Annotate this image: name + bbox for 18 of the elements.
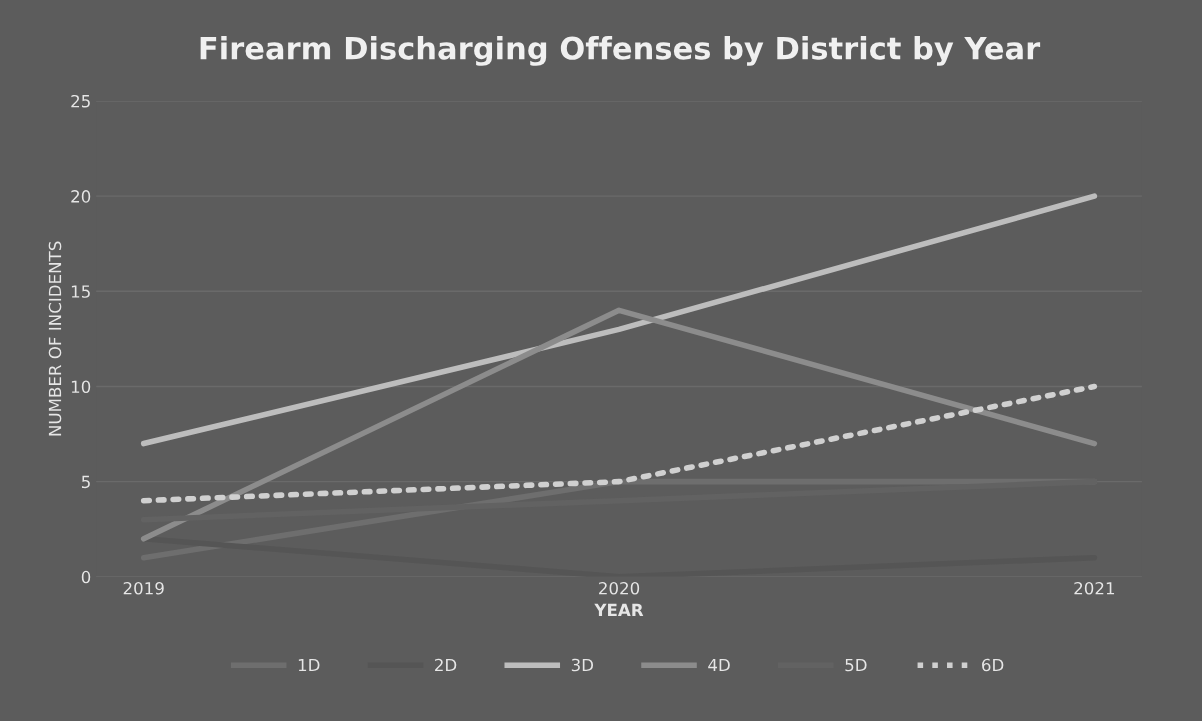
y-tick-label: 15 [71,285,90,298]
x-tick-label: 2020 [599,581,640,595]
x-axis-title: YEAR [594,603,644,617]
legend-label: 4D [708,658,730,672]
y-tick-label: 5 [81,475,90,489]
y-tick-label: 20 [71,190,91,203]
chart-title: Firearm Discharging Offenses by District by Year [200,36,1041,66]
y-tick-label: 10 [71,380,91,394]
legend-label: 1D [298,658,320,672]
y-axis-title: NUMBER OF INCIDENTS [48,241,62,436]
x-tick-label: 2019 [123,581,164,595]
legend-label: 3D [571,658,594,672]
y-tick-label: 0 [81,570,91,584]
legend-label: 2D [435,658,457,672]
x-tick-label: 2021 [1074,581,1115,595]
legend-label: 5D [845,658,867,672]
legend-label: 6D [982,658,1004,672]
y-tick-label: 25 [71,94,90,108]
